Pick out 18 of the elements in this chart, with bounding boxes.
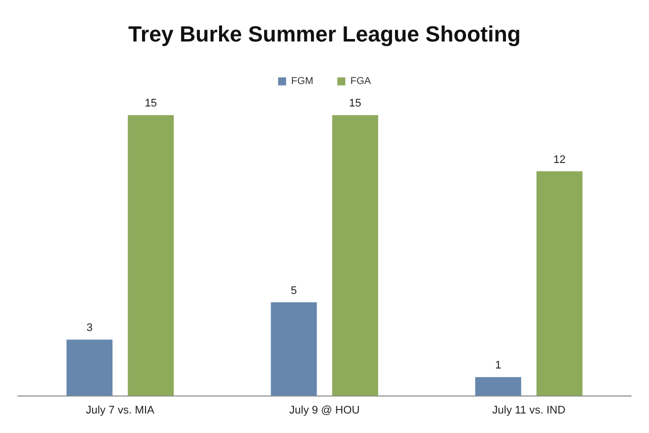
- data-label: 15: [349, 98, 362, 110]
- data-label: 1: [495, 360, 502, 372]
- x-tick-label: July 9 @ HOU: [289, 404, 360, 416]
- chart-title: Trey Burke Summer League Shooting: [128, 21, 521, 46]
- bar: [128, 115, 174, 396]
- x-tick-label: July 11 vs. IND: [492, 404, 566, 416]
- x-tick-label: July 7 vs. MIA: [86, 404, 156, 416]
- bar: [475, 377, 522, 396]
- legend-label: FGM: [291, 76, 314, 88]
- data-label: 15: [144, 98, 157, 110]
- data-label: 5: [290, 284, 297, 297]
- bar: [332, 115, 378, 396]
- bar: [66, 340, 113, 396]
- data-label: 12: [553, 154, 566, 166]
- bar: [536, 171, 582, 396]
- data-label: 3: [86, 322, 93, 334]
- bar: [270, 302, 317, 396]
- legend-label: FGA: [350, 76, 372, 88]
